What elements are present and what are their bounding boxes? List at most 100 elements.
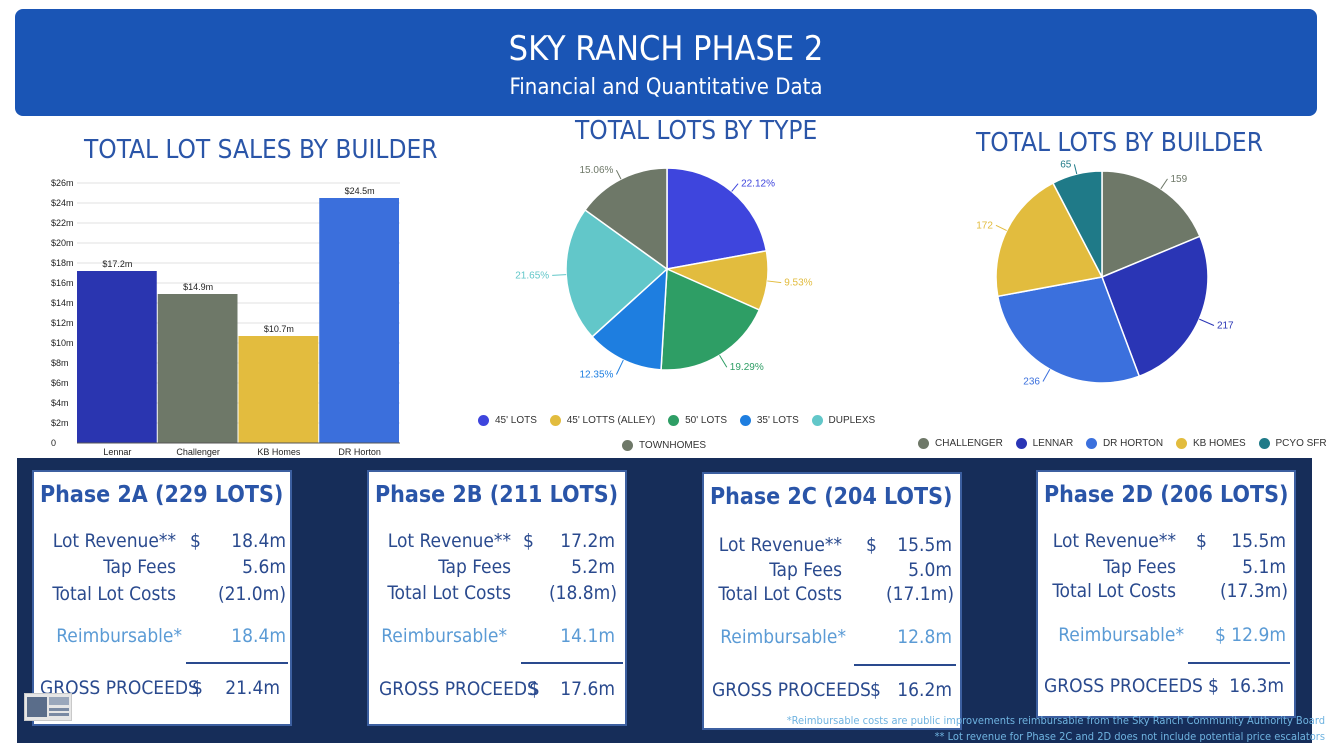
lot-revenue-value: 17.2m (560, 530, 615, 552)
divider (186, 662, 288, 664)
legend-swatch (622, 440, 633, 451)
bar-value-label: $14.9m (183, 282, 213, 292)
legend-label: PCYO SFR (1275, 438, 1327, 450)
legend-item: DUPLEXS (811, 415, 875, 426)
page-title: SKY RANCH PHASE 2 (508, 29, 824, 69)
legend-label: 35' LOTS (756, 415, 799, 427)
total-costs-value: (18.8m) (548, 582, 617, 604)
y-tick-label: $22m (51, 218, 74, 228)
bar (157, 294, 238, 443)
total-costs-label: Total Lot Costs (718, 583, 842, 605)
currency-symbol: $ (192, 677, 203, 699)
reimbursable-value: $ 12.9m (1215, 624, 1286, 646)
pie-builder-title: TOTAL LOTS BY BUILDER (976, 128, 1263, 158)
phase-title: Phase 2C (204 LOTS) (710, 484, 953, 510)
slice-label: 21.65% (515, 270, 549, 281)
pie-chart-lots-by-type: 22.12% 9.53% 19.29% 12.35% 21.65% 15.06% (515, 165, 812, 380)
phase-title: Phase 2D (206 LOTS) (1044, 482, 1289, 508)
reimbursable-label: Reimbursable* (381, 625, 507, 647)
leader-line (615, 359, 624, 375)
divider (1188, 662, 1290, 664)
pie-builder-legend: CHALLENGER LENNAR DR HORTON KB HOMES PCY… (918, 438, 1333, 449)
bar-chart-title: TOTAL LOT SALES BY BUILDER (84, 135, 438, 165)
pie-type-legend-row2: TOWNHOMES (622, 440, 716, 451)
y-tick-label: $12m (51, 318, 74, 328)
slice-label: 9.53% (784, 278, 812, 289)
pie-type-title: TOTAL LOTS BY TYPE (575, 116, 818, 146)
pie-type-legend: 45' LOTS 45' LOTTS (ALLEY) 50' LOTS 35' … (478, 415, 885, 426)
gross-proceeds-value: 16.2m (897, 679, 952, 701)
gross-proceeds-value: 16.3m (1229, 675, 1284, 697)
lot-revenue-label: Lot Revenue** (1052, 530, 1176, 552)
legend-label: CHALLENGER (935, 438, 1003, 450)
y-tick-label: $26m (51, 178, 74, 188)
legend-swatch (1258, 438, 1270, 449)
header-banner: SKY RANCH PHASE 2 Financial and Quantita… (15, 9, 1317, 116)
y-tick-label: $20m (51, 238, 74, 248)
legend-swatch (811, 415, 823, 426)
legend-label: TOWNHOMES (639, 440, 707, 452)
tap-fees-value: 5.2m (571, 556, 615, 578)
currency-symbol: $ (190, 530, 201, 552)
tap-fees-value: 5.1m (1242, 556, 1286, 578)
tap-fees-label: Tap Fees (1103, 556, 1176, 578)
total-costs-label: Total Lot Costs (387, 582, 511, 604)
leader-line (1073, 164, 1078, 175)
tap-fees-label: Tap Fees (438, 556, 511, 578)
x-tick-label: Lennar (103, 447, 131, 457)
legend-swatch (668, 415, 680, 426)
phase-title: Phase 2B (211 LOTS) (375, 482, 619, 508)
legend-label: KB HOMES (1192, 438, 1246, 450)
legend-item: 45' LOTTS (ALLEY) (549, 415, 655, 426)
legend-item: LENNAR (1015, 438, 1074, 450)
leader-line (615, 169, 622, 180)
bar-chart: 0 $2m $4m $6m $8m $10m $12m $14m $16m $18m $20m $22… (51, 178, 400, 457)
company-logo (24, 693, 72, 721)
legend-item: CHALLENGER (918, 438, 1003, 449)
leader-line (1160, 178, 1168, 190)
currency-symbol: $ (523, 530, 534, 552)
tap-fees-value: 5.6m (242, 556, 286, 578)
legend-label: LENNAR (1032, 438, 1074, 450)
slice-label: 236 (1023, 376, 1040, 387)
lot-revenue-value: 15.5m (897, 534, 952, 556)
bar (77, 271, 157, 443)
slice-label: 22.12% (741, 179, 775, 190)
gross-proceeds-value: 21.4m (225, 677, 280, 699)
pie-slice (666, 167, 768, 270)
y-tick-label: $10m (51, 338, 74, 348)
y-tick-label: $4m (51, 398, 69, 408)
phase-card-2a: Phase 2A (229 LOTS) Lot Revenue** $ 18.4… (32, 470, 292, 726)
bar (238, 336, 319, 443)
legend-swatch (1175, 438, 1187, 449)
total-costs-label: Total Lot Costs (52, 583, 176, 605)
bar (319, 198, 399, 443)
slice-label: 15.06% (579, 165, 613, 176)
slice-label: 159 (1170, 174, 1187, 185)
pie-slice (1101, 170, 1201, 279)
divider (521, 662, 623, 664)
legend-label: 45' LOTS (495, 415, 537, 427)
y-tick-label: $24m (51, 198, 74, 208)
phase-card-2b: Phase 2B (211 LOTS) Lot Revenue** $ 17.2… (367, 470, 627, 726)
legend-item: 45' LOTS (478, 415, 537, 426)
slice-label: 19.29% (730, 362, 764, 373)
pie-slice (565, 208, 669, 338)
footnote-lot-revenue: ** Lot revenue for Phase 2C and 2D does … (934, 730, 1325, 743)
y-tick-label: $14m (51, 298, 74, 308)
y-tick-label: $18m (51, 258, 74, 268)
bar-value-label: $24.5m (345, 186, 375, 196)
lot-revenue-label: Lot Revenue** (718, 534, 842, 556)
pie-slice (591, 267, 668, 371)
pie-slice (584, 167, 668, 271)
phase-title: Phase 2A (229 LOTS) (40, 482, 284, 508)
gross-proceeds-label: GROSS PROCEEDS (1044, 675, 1203, 697)
leader-line (552, 274, 567, 276)
legend-item: KB HOMES (1175, 438, 1246, 450)
page-subtitle: Financial and Quantitative Data (509, 75, 823, 100)
legend-swatch (478, 415, 489, 426)
reimbursable-value: 18.4m (231, 625, 286, 647)
total-costs-label: Total Lot Costs (1052, 580, 1176, 602)
bar-value-label: $10.7m (264, 324, 294, 334)
tap-fees-value: 5.0m (908, 559, 952, 581)
